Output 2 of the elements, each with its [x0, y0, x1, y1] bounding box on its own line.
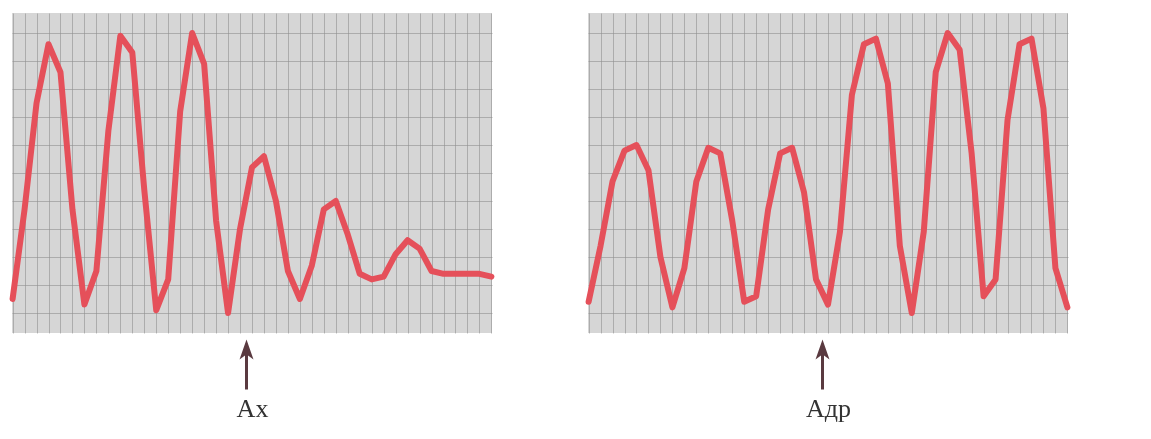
text: Ax — [236, 393, 269, 423]
text: Aдр — [805, 393, 852, 423]
